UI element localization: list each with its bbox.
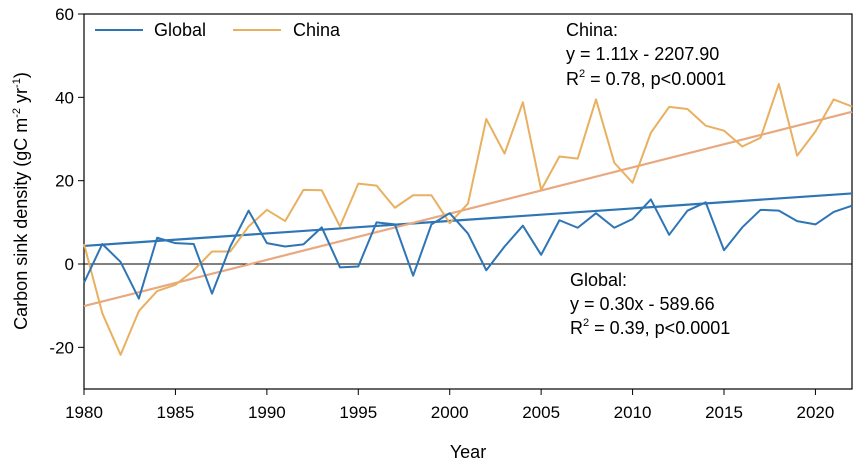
y-axis-ticks: -20 0 20 40 60: [49, 5, 84, 357]
x-tick-label: 2010: [614, 403, 652, 422]
y-tick-label: -20: [49, 338, 74, 357]
series-line-china: [83, 83, 853, 356]
y-tick-label: 20: [55, 172, 74, 191]
y-tick-label: 40: [55, 88, 74, 107]
trendlines: [83, 110, 853, 308]
china-annotation-equation: y = 1.11x - 2207.90: [566, 44, 719, 64]
china-annotation-title: China:: [566, 20, 618, 40]
plot-frame: [83, 13, 853, 390]
china-annotation: China: y = 1.11x - 2207.90 R2 = 0.78, p<…: [566, 20, 726, 89]
x-tick-label: 2015: [705, 403, 743, 422]
series-line-global: [83, 198, 853, 300]
global-annotation-title: Global:: [570, 270, 627, 290]
y-tick-label: 0: [65, 255, 74, 274]
global-annotation-equation: y = 0.30x - 589.66: [570, 294, 715, 314]
x-tick-label: 1980: [65, 403, 103, 422]
x-axis-ticks: 1980 1985 1990 1995 2000 2005 2010 2015 2020: [65, 389, 834, 422]
global-annotation: Global: y = 0.30x - 589.66 R2 = 0.39, p<…: [570, 270, 730, 338]
y-tick-label: 60: [55, 5, 74, 24]
x-tick-label: 1990: [248, 403, 286, 422]
x-tick-label: 2005: [522, 403, 560, 422]
y-axis-label: Carbon sink density (gC m-2 yr-1): [11, 72, 31, 330]
china-annotation-r2: R2 = 0.78, p<0.0001: [566, 68, 726, 89]
series-lines: [83, 83, 853, 356]
trendline-china: [83, 110, 853, 308]
x-axis-label: Year: [450, 442, 486, 462]
x-tick-label: 1985: [157, 403, 195, 422]
legend-label-global: Global: [154, 20, 206, 40]
x-tick-label: 1995: [339, 403, 377, 422]
legend: Global China: [95, 20, 341, 40]
global-annotation-r2: R2 = 0.39, p<0.0001: [570, 317, 730, 338]
legend-label-china: China: [293, 20, 341, 40]
x-tick-label: 2000: [431, 403, 469, 422]
trendline-global: [83, 192, 853, 248]
x-tick-label: 2020: [797, 403, 835, 422]
